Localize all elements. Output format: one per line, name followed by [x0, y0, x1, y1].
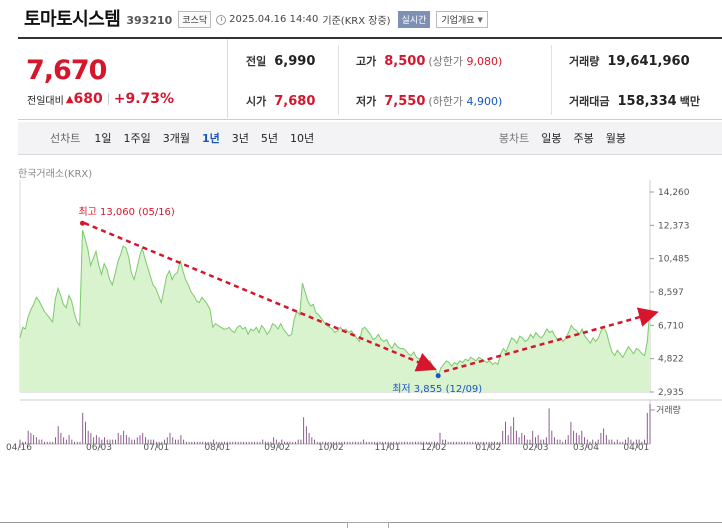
x-axis: 04/16 06/03 07/01 08/01 09/02 10/02 11/01 12/02…: [6, 443, 649, 453]
period-10y[interactable]: 10년: [290, 132, 315, 145]
stat-volume: 거래량 19,641,960: [569, 53, 690, 69]
lower-limit-label: (하한가: [428, 95, 464, 108]
x-tick-label: 04/01: [623, 443, 649, 453]
x-tick-label: 07/01: [143, 443, 169, 453]
upper-limit: (상한가 9,080): [428, 53, 502, 69]
period-3y[interactable]: 3년: [231, 132, 249, 145]
y-tick-label: 14,260: [658, 188, 690, 198]
price-area-fill: [20, 230, 650, 392]
corp-info-dropdown[interactable]: 기업개요 ▼: [436, 11, 488, 28]
x-tick-label: 08/01: [204, 443, 230, 453]
stat-open: 시가 7,680: [246, 93, 315, 109]
x-tick-label: 01/02: [475, 443, 501, 453]
stat-value: 8,500: [384, 54, 426, 69]
corp-info-label: 기업개요: [441, 16, 475, 26]
low-annotation: 최저 3,855 (12/09): [392, 383, 482, 395]
stat-value: 7,550: [384, 94, 426, 109]
stat-label: 고가: [356, 55, 377, 68]
stat-unit: 백만: [679, 95, 700, 108]
upper-limit-value: 9,080): [466, 55, 503, 68]
x-tick-label: 04/16: [6, 443, 32, 453]
volume-bars: 거래량: [19, 404, 681, 444]
low-marker: [435, 373, 441, 379]
y-tick-label: 8,597: [658, 288, 684, 298]
stat-value: 7,680: [274, 94, 316, 109]
period-1d[interactable]: 1일: [94, 132, 112, 145]
high-annotation: 최고 13,060 (05/16): [78, 206, 174, 218]
up-triangle-icon: ▲: [65, 93, 74, 105]
candle-chart-label: 봉차트: [498, 132, 530, 145]
candle-daily[interactable]: 일봉: [541, 132, 562, 145]
stat-value: 19,641,960: [607, 54, 690, 69]
x-tick-label: 11/01: [375, 443, 401, 453]
clock-icon: [216, 14, 227, 25]
current-price: 7,670: [26, 55, 107, 86]
stat-high: 고가 8,500 (상한가 9,080): [356, 53, 502, 69]
scroll-tab[interactable]: [347, 522, 389, 528]
x-tick-label: 02/03: [523, 443, 549, 453]
data-source-label: 한국거래소(KRX): [18, 169, 93, 180]
y-tick-label: 2,935: [658, 388, 684, 398]
high-marker: [79, 220, 85, 226]
y-tick-label: 10,485: [658, 255, 690, 265]
x-tick-label: 06/03: [86, 443, 112, 453]
price-line: [19, 229, 651, 378]
x-tick-label: 09/02: [264, 443, 290, 453]
period-3m[interactable]: 3개월: [162, 132, 190, 145]
x-tick-label: 10/02: [318, 443, 344, 453]
period-1w[interactable]: 1주일: [123, 132, 151, 145]
stat-label: 시가: [246, 95, 267, 108]
stat-label: 저가: [356, 95, 377, 108]
lower-limit-value: 4,900): [466, 95, 503, 108]
annotations: 최고 13,060 (05/16) 최저 3,855 (12/09): [78, 206, 482, 395]
y-axis: 14,260 12,373 10,485 8,597 6,710 4,822 2,935: [650, 188, 690, 398]
x-tick-label: 12/02: [421, 443, 447, 453]
stat-label: 거래대금: [569, 95, 610, 108]
uptrend-arrow: [443, 307, 659, 373]
period-1y[interactable]: 1년: [202, 132, 220, 145]
x-tick-label: 03/04: [573, 443, 599, 453]
stat-label: 전일: [246, 55, 267, 68]
y-tick-label: 4,822: [658, 355, 684, 365]
stat-trade-amount: 거래대금 158,334 백만: [569, 93, 700, 109]
stock-code: 393210: [126, 13, 173, 27]
line-chart-label: 선차트: [50, 132, 81, 145]
current-price-box: 7,670 전일대비 ▲ 680 +9.73%: [18, 39, 228, 120]
price-change: 전일대비 ▲ 680 +9.73%: [27, 91, 174, 107]
period-5y[interactable]: 5년: [260, 132, 279, 145]
candle-weekly[interactable]: 주봉: [573, 132, 594, 145]
change-label: 전일대비: [27, 95, 64, 107]
quote-basis: 기준(KRX 장중): [322, 16, 391, 27]
divider: [107, 93, 109, 105]
stat-value: 6,990: [274, 54, 316, 69]
stock-header: 토마토시스템 393210 코스닥 2025.04.16 14:40 기준(KR…: [0, 0, 722, 36]
stat-label: 거래량: [569, 55, 600, 68]
upper-limit-label: (상한가: [428, 55, 464, 68]
y-tick-label: 6,710: [658, 321, 684, 331]
divider: [338, 45, 339, 115]
stat-prev-close: 전일 6,990: [246, 53, 315, 69]
price-chart[interactable]: 14,260 12,373 10,485 8,597 6,710 4,822 2,935 거…: [0, 180, 722, 520]
lower-limit: (하한가 4,900): [428, 93, 502, 109]
change-amount: 680: [73, 91, 103, 107]
volume-label: 거래량: [656, 404, 681, 416]
candle-monthly[interactable]: 월봉: [605, 132, 626, 145]
stock-name: 토마토시스템: [24, 9, 121, 30]
chevron-down-icon: ▼: [477, 15, 483, 24]
quote-date: 2025.04.16 14:40: [229, 14, 319, 25]
price-summary-panel: 7,670 전일대비 ▲ 680 +9.73% 전일 6,990 고가 8,50…: [18, 37, 722, 120]
stat-value: 158,334: [617, 94, 677, 109]
realtime-badge[interactable]: 실시간: [397, 11, 431, 28]
quote-time: 2025.04.16 14:40 기준(KRX 장중): [216, 12, 391, 27]
market-badge: 코스닥: [178, 11, 212, 28]
trend-arrows: [83, 221, 659, 373]
chart-period-bar: 선차트 1일 1주일 3개월 1년 3년 5년 10년 봉차트 일봉 주봉 월봉: [18, 122, 722, 155]
stat-low: 저가 7,550 (하한가 4,900): [356, 93, 502, 109]
y-tick-label: 12,373: [658, 221, 690, 231]
divider: [551, 45, 552, 115]
price-area: [19, 229, 651, 392]
change-percent: +9.73%: [113, 91, 175, 107]
